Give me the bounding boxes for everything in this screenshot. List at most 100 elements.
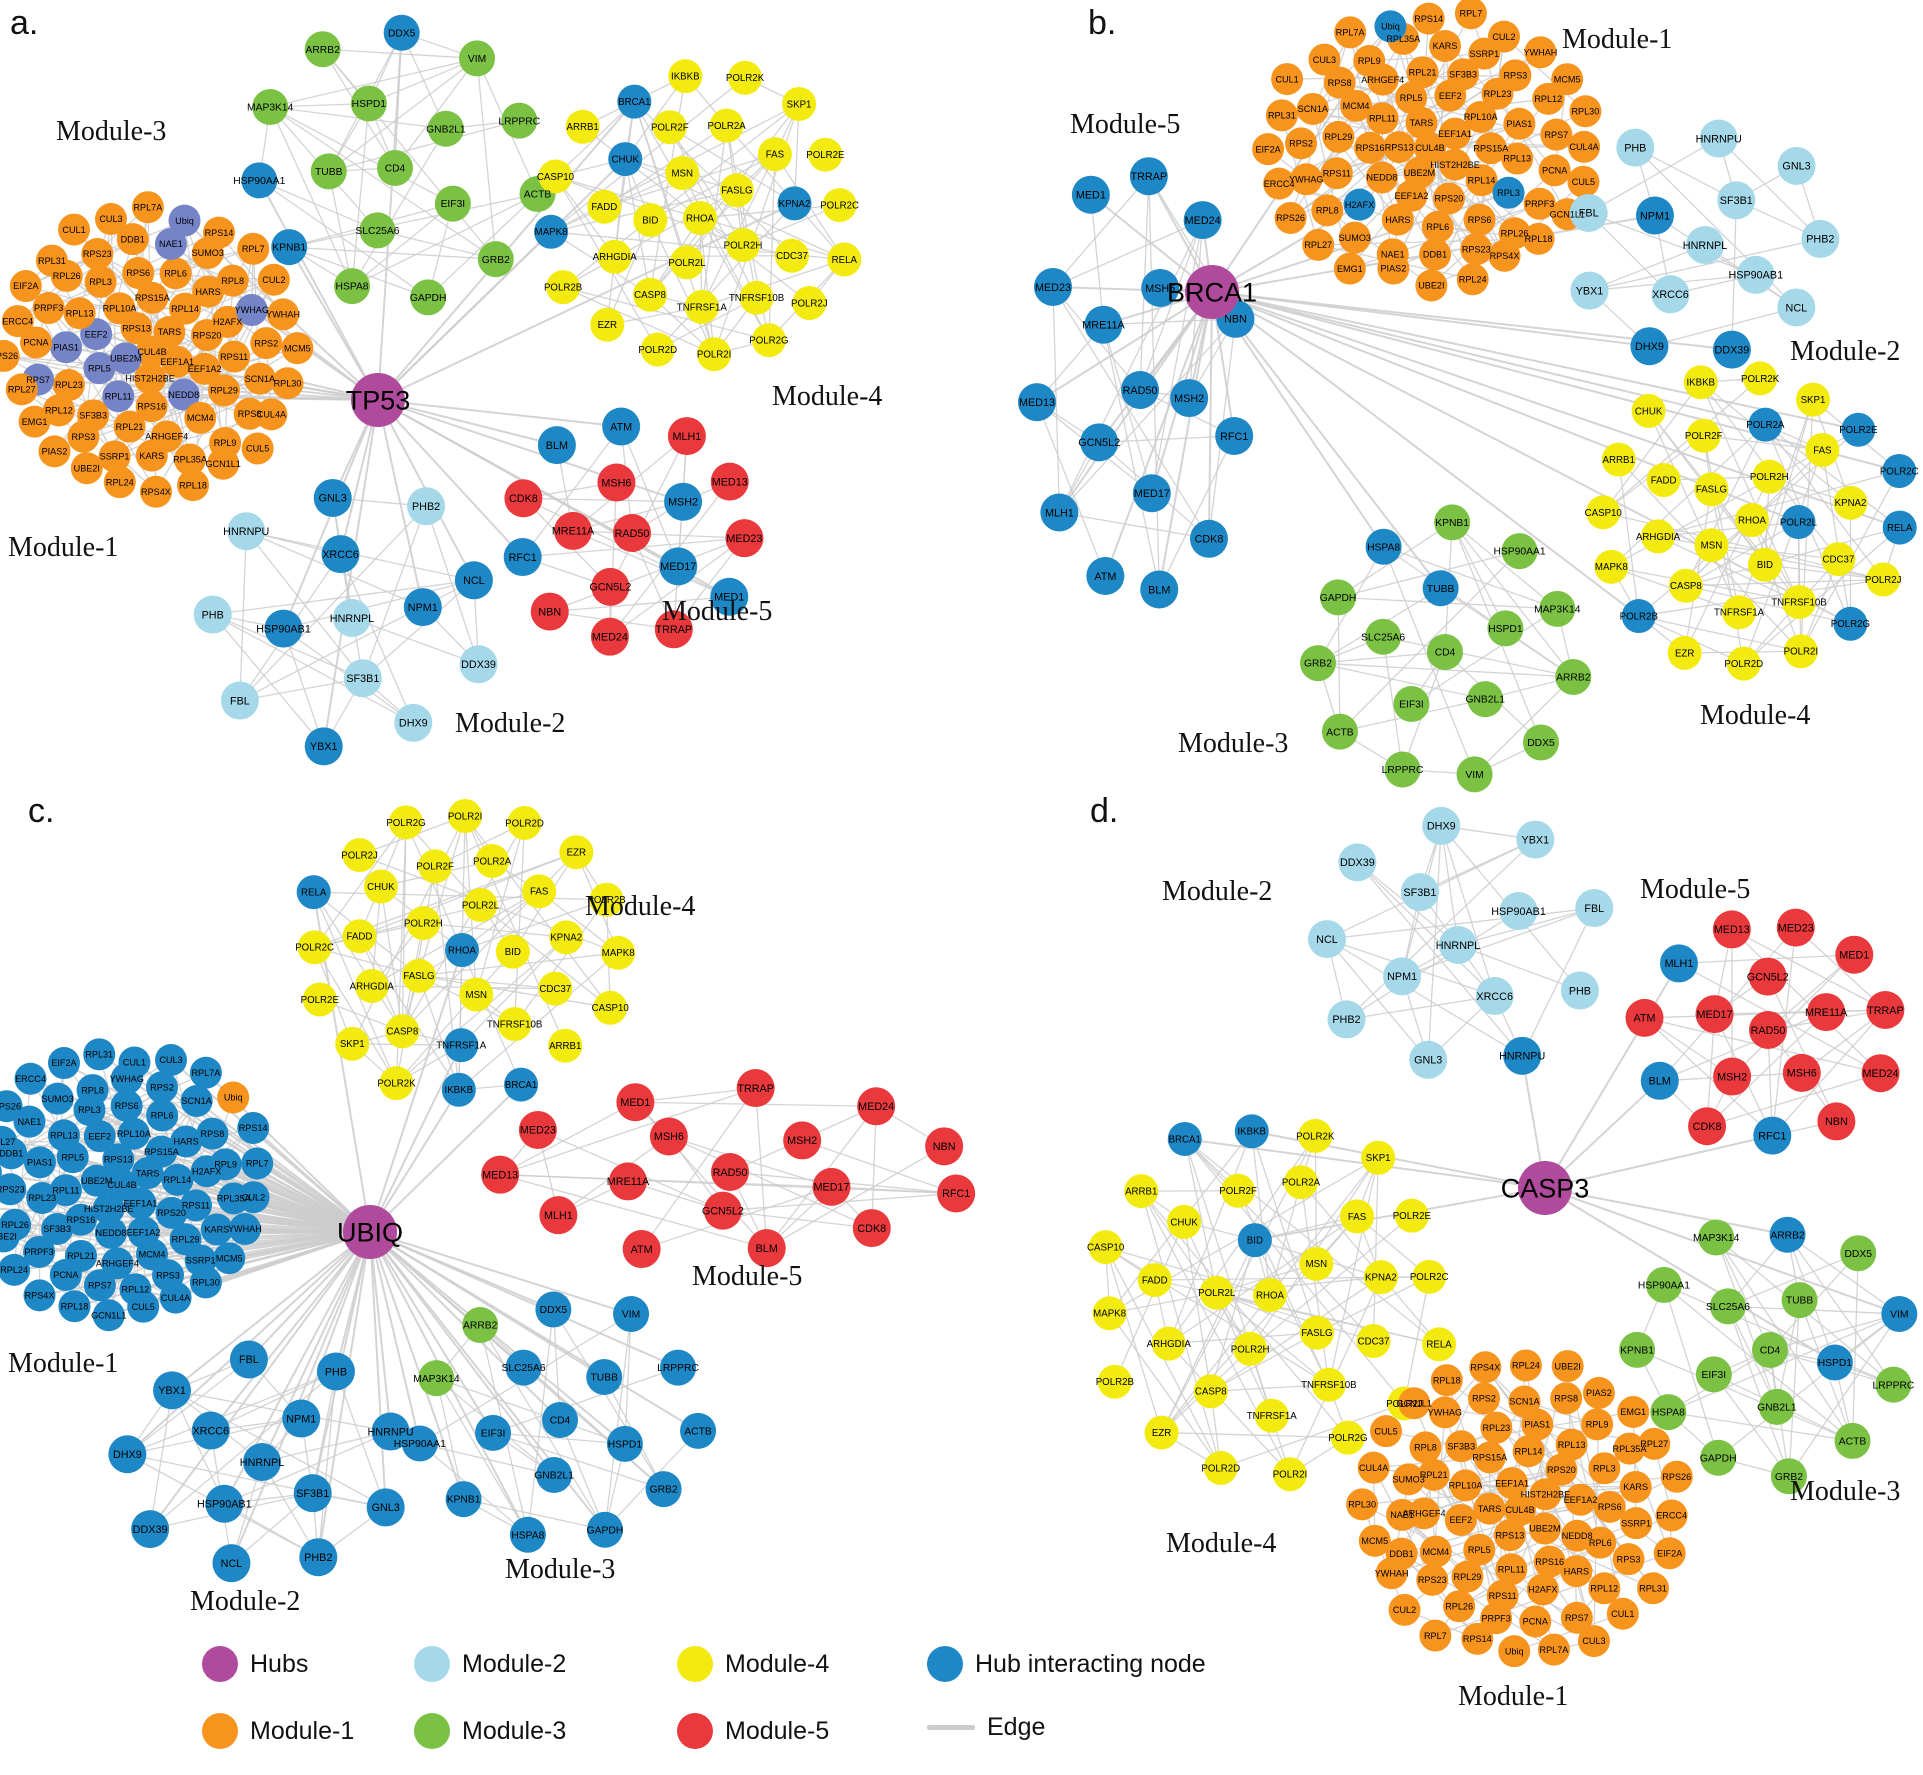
gene-node[interactable] — [792, 285, 827, 320]
gene-node[interactable] — [812, 1167, 851, 1206]
gene-node[interactable] — [154, 1043, 187, 1076]
gene-node[interactable] — [134, 362, 167, 395]
gene-node[interactable] — [726, 227, 761, 262]
gene-node[interactable] — [1265, 99, 1298, 132]
gene-node[interactable] — [602, 407, 641, 446]
gene-node[interactable] — [477, 241, 514, 278]
gene-node[interactable] — [1354, 131, 1387, 164]
gene-node[interactable] — [237, 232, 270, 265]
gene-node[interactable] — [608, 142, 643, 177]
gene-node[interactable] — [509, 1516, 546, 1553]
gene-node[interactable] — [518, 1110, 557, 1149]
gene-node[interactable] — [1496, 1467, 1529, 1500]
gene-node[interactable] — [67, 420, 100, 453]
gene-node[interactable] — [1586, 495, 1621, 530]
gene-node[interactable] — [379, 1066, 414, 1101]
gene-node[interactable] — [216, 264, 249, 297]
gene-node[interactable] — [645, 1471, 682, 1508]
gene-node[interactable] — [1551, 63, 1584, 96]
gene-node[interactable] — [463, 887, 498, 922]
gene-node[interactable] — [1406, 56, 1439, 89]
gene-node[interactable] — [1752, 459, 1787, 494]
gene-node[interactable] — [1132, 474, 1171, 513]
gene-node[interactable] — [1422, 1327, 1457, 1362]
gene-node[interactable] — [196, 1117, 229, 1150]
gene-node[interactable] — [250, 327, 283, 360]
gene-node[interactable] — [1588, 1572, 1621, 1605]
gene-node[interactable] — [1449, 1469, 1482, 1502]
gene-node[interactable] — [1480, 1602, 1513, 1635]
gene-node[interactable] — [1370, 1415, 1403, 1448]
gene-node[interactable] — [1040, 493, 1079, 532]
gene-node[interactable] — [937, 1174, 976, 1213]
gene-node[interactable] — [1560, 1555, 1593, 1588]
gene-node[interactable] — [264, 609, 303, 648]
gene-node[interactable] — [81, 237, 114, 270]
gene-node[interactable] — [342, 919, 377, 954]
gene-node[interactable] — [145, 1135, 178, 1168]
gene-node[interactable] — [235, 294, 268, 327]
gene-node[interactable] — [536, 1457, 573, 1494]
gene-node[interactable] — [697, 337, 732, 372]
gene-node[interactable] — [1338, 843, 1377, 882]
gene-node[interactable] — [1601, 442, 1636, 477]
gene-node[interactable] — [1445, 1430, 1478, 1463]
gene-node[interactable] — [1551, 1350, 1584, 1383]
gene-node[interactable] — [32, 292, 65, 325]
gene-node[interactable] — [783, 1121, 822, 1160]
gene-node[interactable] — [42, 394, 75, 427]
gene-node[interactable] — [1630, 327, 1669, 366]
gene-node[interactable] — [366, 1488, 405, 1527]
gene-node[interactable] — [1577, 1625, 1610, 1658]
gene-node[interactable] — [459, 645, 498, 684]
gene-node[interactable] — [668, 59, 703, 94]
gene-node[interactable] — [1748, 407, 1783, 442]
gene-node[interactable] — [1311, 194, 1344, 227]
gene-node[interactable] — [1296, 92, 1329, 125]
gene-node[interactable] — [406, 906, 441, 941]
gene-node[interactable] — [1625, 998, 1664, 1037]
gene-node[interactable] — [1308, 43, 1341, 76]
gene-node[interactable] — [84, 265, 117, 298]
gene-node[interactable] — [1405, 106, 1438, 139]
gene-node[interactable] — [47, 1047, 80, 1080]
gene-node[interactable] — [1415, 269, 1448, 302]
gene-node[interactable] — [1395, 81, 1428, 114]
gene-node[interactable] — [1758, 1388, 1795, 1425]
gene-node[interactable] — [1717, 181, 1756, 220]
gene-node[interactable] — [1581, 1408, 1614, 1441]
gene-node[interactable] — [1512, 1435, 1545, 1468]
gene-node[interactable] — [304, 727, 343, 766]
gene-node[interactable] — [58, 213, 91, 246]
gene-node[interactable] — [1307, 920, 1346, 959]
gene-node[interactable] — [1299, 1246, 1334, 1281]
gene-node[interactable] — [1499, 892, 1538, 931]
gene-node[interactable] — [535, 1291, 572, 1328]
gene-node[interactable] — [1298, 1118, 1333, 1153]
gene-node[interactable] — [218, 340, 251, 373]
gene-node[interactable] — [313, 478, 352, 517]
gene-node[interactable] — [1234, 1114, 1269, 1149]
gene-node[interactable] — [1215, 416, 1254, 455]
gene-node[interactable] — [1430, 1364, 1463, 1397]
gene-node[interactable] — [1199, 1275, 1234, 1310]
gene-node[interactable] — [822, 188, 857, 223]
gene-node[interactable] — [1129, 157, 1168, 196]
gene-node[interactable] — [1444, 1503, 1477, 1536]
gene-node[interactable] — [1377, 252, 1410, 285]
gene-node[interactable] — [680, 1412, 717, 1449]
gene-node[interactable] — [342, 838, 377, 873]
gene-node[interactable] — [549, 920, 584, 955]
gene-node[interactable] — [640, 332, 675, 367]
gene-node[interactable] — [1480, 1411, 1513, 1444]
gene-node[interactable] — [591, 567, 630, 606]
gene-node[interactable] — [189, 1266, 222, 1299]
hub-node[interactable] — [343, 1205, 397, 1259]
gene-node[interactable] — [1167, 1121, 1202, 1156]
gene-node[interactable] — [454, 561, 493, 600]
gene-node[interactable] — [192, 275, 225, 308]
gene-node[interactable] — [1631, 393, 1666, 428]
gene-node[interactable] — [728, 60, 763, 95]
gene-node[interactable] — [1237, 1223, 1272, 1258]
gene-node[interactable] — [1713, 1057, 1752, 1096]
